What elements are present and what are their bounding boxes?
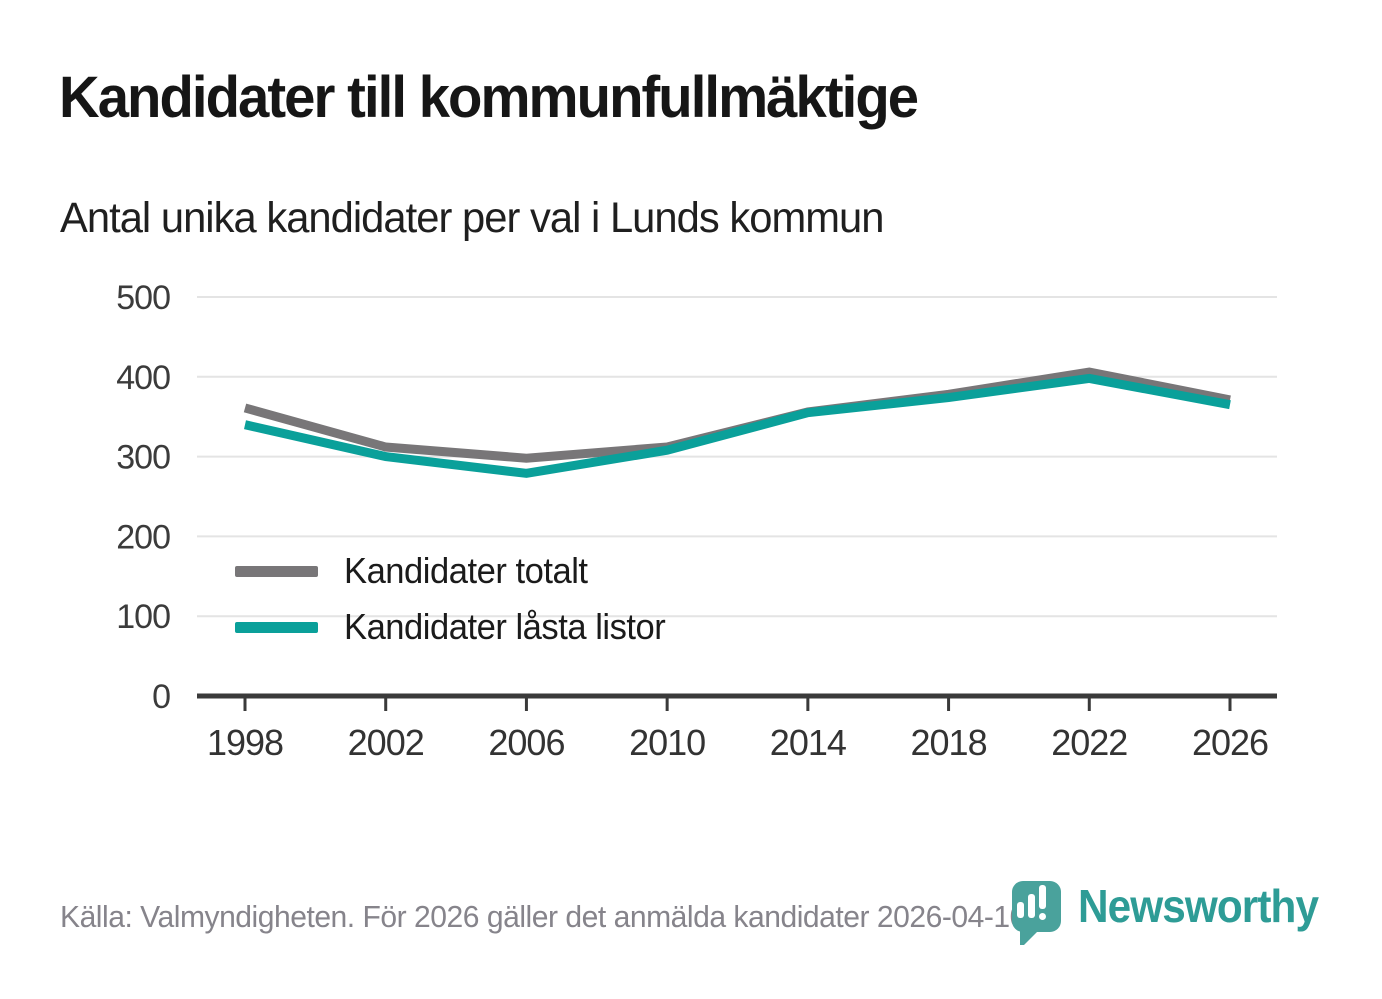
y-tick-label: 500 bbox=[116, 279, 170, 317]
legend-item: Kandidater totalt bbox=[235, 550, 679, 592]
legend-label: Kandidater låsta listor bbox=[344, 606, 666, 647]
x-tick-label: 2022 bbox=[1051, 722, 1127, 763]
exclamation-icon bbox=[1039, 885, 1046, 909]
source-note: Källa: Valmyndigheten. För 2026 gäller d… bbox=[60, 899, 1034, 934]
series-line bbox=[244, 373, 1231, 478]
newsworthy-logo-text: Newsworthy bbox=[1078, 880, 1319, 932]
series-line bbox=[243, 367, 1231, 463]
page-title: Kandidater till kommunfullmäktige bbox=[59, 65, 919, 130]
x-tick-label: 2006 bbox=[488, 722, 564, 763]
legend-label: Kandidater totalt bbox=[344, 550, 588, 591]
exclamation-dot-icon bbox=[1039, 913, 1046, 920]
x-tick-label: 2026 bbox=[1192, 722, 1268, 763]
x-tick-label: 2002 bbox=[348, 722, 424, 763]
bar-chart-icon bbox=[1017, 902, 1024, 918]
chart-legend: Kandidater totalt Kandidater låsta listor bbox=[235, 550, 679, 648]
y-tick-label: 300 bbox=[116, 439, 170, 477]
x-tick-label: 2014 bbox=[770, 722, 846, 763]
y-tick-label: 100 bbox=[116, 598, 170, 636]
x-tick-label: 2018 bbox=[911, 722, 987, 763]
y-tick-label: 0 bbox=[152, 678, 170, 716]
legend-swatch bbox=[235, 621, 318, 633]
x-tick-label: 2010 bbox=[629, 722, 705, 763]
newsworthy-logo: Newsworthy bbox=[1010, 878, 1330, 958]
legend-item: Kandidater låsta listor bbox=[235, 606, 679, 648]
x-tick-label: 1998 bbox=[207, 722, 283, 763]
bar-chart-icon bbox=[1028, 894, 1035, 918]
page-subtitle: Antal unika kandidater per val i Lunds k… bbox=[60, 194, 884, 242]
y-tick-label: 200 bbox=[116, 518, 170, 556]
y-tick-label: 400 bbox=[116, 359, 170, 397]
legend-swatch bbox=[235, 565, 318, 577]
newsworthy-logo-icon-tail bbox=[1020, 928, 1041, 945]
